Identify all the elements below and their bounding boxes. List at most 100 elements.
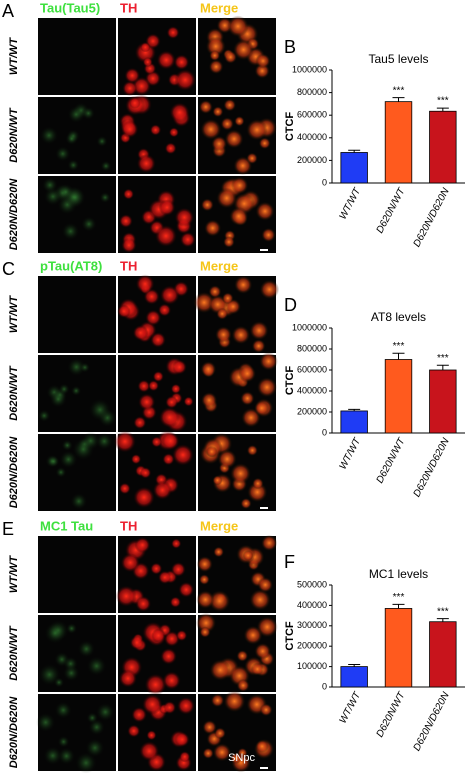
cell [212, 743, 232, 762]
row-label: D620N/D620N [8, 436, 20, 509]
cell [55, 146, 71, 162]
cell [220, 117, 234, 131]
x-tick-label: D620N/D620N [412, 690, 453, 753]
cell [250, 662, 264, 676]
cell [147, 380, 160, 392]
cell [61, 439, 73, 451]
row-label: WT/WT [8, 555, 20, 594]
row-label: D620N/WT [8, 107, 20, 163]
scale-bar [260, 249, 268, 251]
cell [256, 377, 277, 398]
cell [221, 292, 234, 305]
column-label: TH [120, 258, 137, 273]
cell [158, 303, 172, 317]
cell [77, 640, 95, 658]
y-tick-label: 400000 [297, 132, 327, 142]
bar [429, 621, 457, 688]
column-label: MC1 Tau [40, 518, 93, 533]
cell [246, 119, 268, 141]
cell [100, 160, 112, 172]
cell [177, 696, 195, 715]
chart-title: AT8 levels [371, 310, 426, 324]
cell [96, 135, 108, 147]
panel-letter: B [284, 37, 296, 57]
cell [123, 188, 135, 200]
x-tick-label: D620N/D620N [412, 436, 453, 499]
cell [174, 69, 196, 91]
cell [138, 393, 156, 411]
cell [129, 635, 145, 650]
y-tick-label: 600000 [297, 110, 327, 120]
cell [233, 156, 253, 176]
cell [196, 556, 213, 573]
cell [161, 431, 180, 450]
significance: *** [393, 341, 405, 352]
cell [71, 385, 82, 396]
y-tick-label: 200000 [297, 155, 327, 165]
bar [429, 110, 457, 184]
cell [159, 406, 181, 428]
bar [340, 666, 368, 688]
column-label: Tau(Tau5) [40, 0, 100, 15]
cell [206, 445, 218, 458]
cell [139, 467, 152, 479]
cell [164, 630, 180, 647]
cell [150, 562, 163, 575]
cell [236, 678, 250, 692]
column-label: Merge [200, 518, 238, 533]
cell [171, 538, 182, 549]
cell [251, 339, 266, 353]
cell [38, 409, 51, 422]
cell [49, 390, 67, 408]
cell [67, 358, 86, 377]
row-label: D620N/WT [8, 365, 20, 421]
y-axis-label: CTCF [284, 112, 296, 142]
cell [169, 596, 182, 608]
cell [174, 731, 190, 748]
cell [224, 129, 244, 149]
cell [196, 590, 215, 609]
cell [216, 187, 238, 209]
significance: *** [437, 353, 449, 364]
cell [63, 665, 80, 682]
bar [340, 410, 368, 434]
cell [215, 326, 232, 344]
cell [198, 99, 213, 114]
cell [209, 50, 221, 62]
chart-title: MC1 levels [369, 567, 428, 581]
error-bar [348, 408, 361, 411]
cell [122, 80, 138, 97]
y-tick-label: 600000 [297, 364, 327, 374]
cell [214, 727, 226, 740]
cell [162, 671, 181, 690]
cell [242, 550, 254, 561]
cell [55, 466, 67, 478]
micrograph [38, 18, 116, 95]
cell [135, 595, 152, 612]
cell [249, 321, 269, 341]
cell [227, 15, 249, 38]
cell [113, 430, 136, 453]
cell [212, 106, 224, 118]
cell [137, 379, 151, 393]
significance: *** [393, 592, 405, 603]
cell [85, 738, 105, 758]
column-label: TH [120, 0, 137, 15]
error-bar [348, 664, 361, 667]
significance: *** [437, 96, 449, 107]
error-bar [392, 97, 405, 102]
y-tick-label: 300000 [297, 620, 327, 630]
cell [158, 199, 176, 216]
cell [216, 307, 229, 320]
panel-letter: C [2, 259, 15, 279]
row-label: D620N/D620N [8, 178, 20, 251]
y-tick-label: 400000 [297, 600, 327, 610]
bar [384, 101, 413, 184]
cell [212, 475, 223, 486]
cell [117, 304, 131, 318]
cell [149, 124, 162, 136]
cell [151, 436, 163, 448]
cell [168, 127, 179, 138]
cell [200, 118, 222, 140]
row-label: D620N/WT [8, 625, 20, 681]
